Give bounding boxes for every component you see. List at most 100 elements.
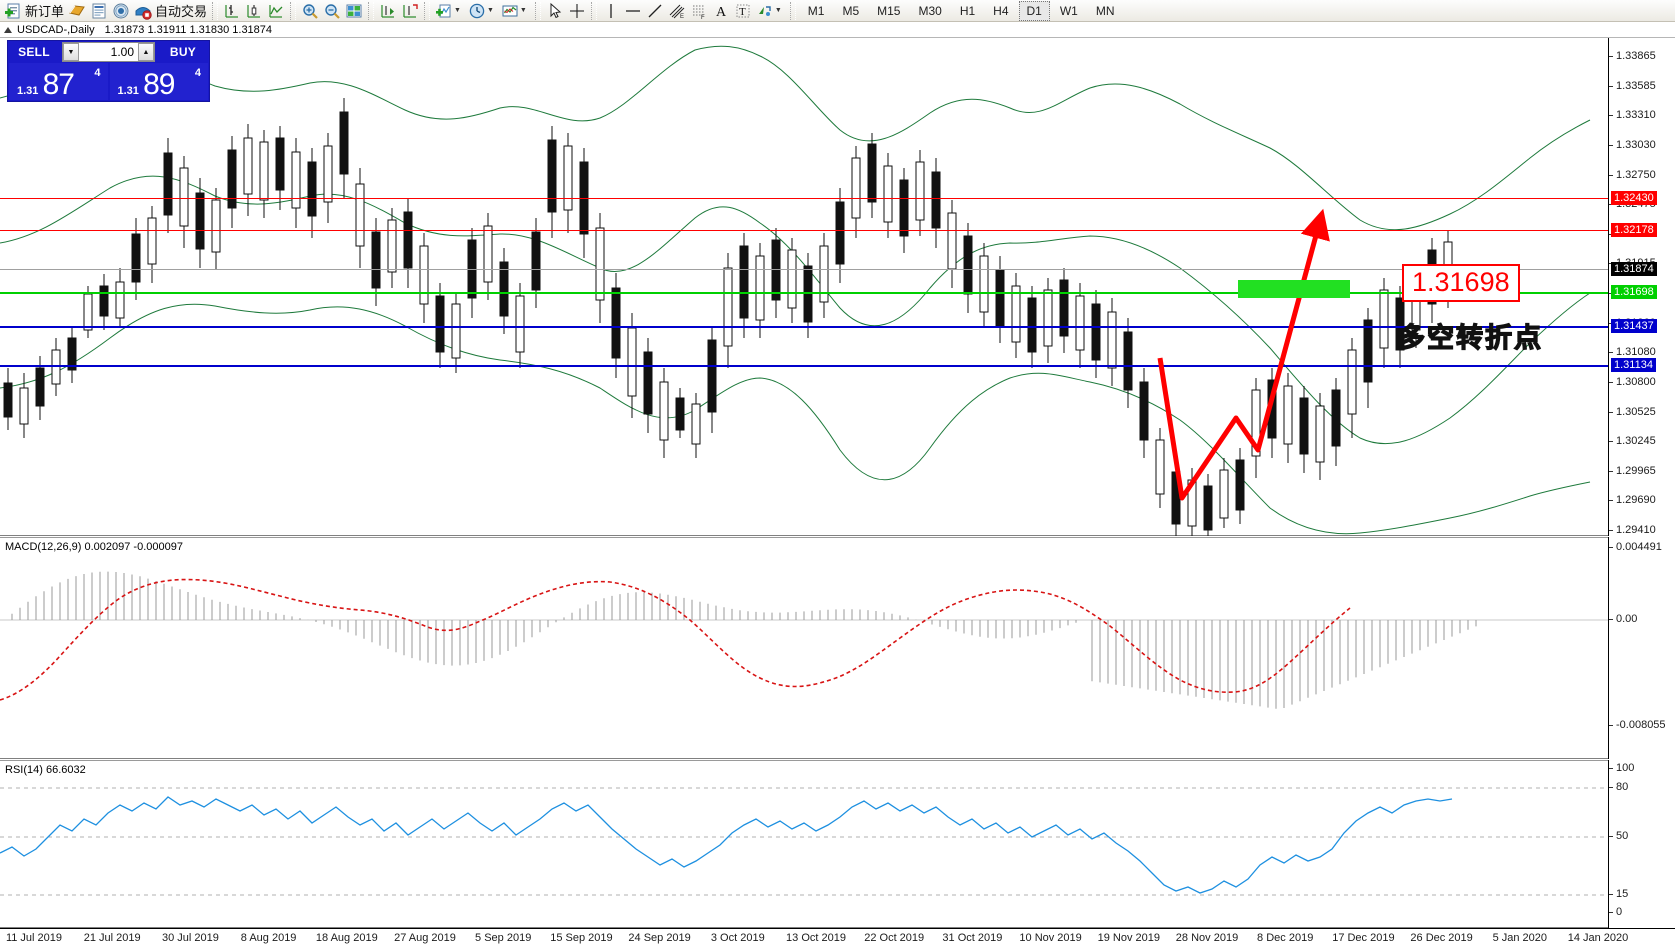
templates-button[interactable]: ▼ bbox=[499, 1, 532, 21]
zoom-out-button[interactable] bbox=[321, 1, 343, 21]
sell-label[interactable]: SELL bbox=[18, 45, 50, 59]
volume-decrease-icon[interactable]: ▼ bbox=[63, 43, 79, 61]
bar-chart-button[interactable] bbox=[221, 1, 243, 21]
rsi-axis-tick-label: 80 bbox=[1616, 781, 1629, 793]
auto-scroll-icon bbox=[381, 4, 395, 18]
time-axis-label: 18 Aug 2019 bbox=[315, 932, 378, 944]
arrows-tool-button[interactable]: ▼ bbox=[754, 1, 787, 21]
line-chart-button[interactable] bbox=[265, 1, 287, 21]
chart-ohlc-values: 1.31873 1.31911 1.31830 1.31874 bbox=[104, 23, 273, 36]
periods-button[interactable]: ▼ bbox=[466, 1, 499, 21]
timeframe-button-m5[interactable]: M5 bbox=[842, 3, 860, 18]
chevron-down-icon[interactable]: ▼ bbox=[454, 7, 461, 14]
timeframe-button-mn[interactable]: MN bbox=[1095, 3, 1115, 18]
time-axis-label: 8 Aug 2019 bbox=[240, 932, 297, 944]
price-axis-tick-label: 1.30245 bbox=[1616, 435, 1656, 448]
vertical-line-tool-button[interactable] bbox=[600, 1, 622, 21]
sell-price-button[interactable]: 1.31 87 4 bbox=[9, 63, 108, 100]
time-axis-label: 21 Jul 2019 bbox=[83, 932, 141, 944]
price-axis[interactable]: 1.33865 1.33585 1.33310 1.33030 1.32750 1.324… bbox=[1608, 38, 1675, 536]
crosshair-tool-button[interactable] bbox=[566, 1, 588, 21]
price-axis-badge-resistance-line[interactable]: 1.32430 bbox=[1611, 191, 1657, 205]
candlestick-chart-button[interactable] bbox=[243, 1, 265, 21]
time-axis-label: 17 Dec 2019 bbox=[1332, 932, 1395, 944]
market-watch-button[interactable] bbox=[88, 1, 110, 21]
new-order-button[interactable]: 新订单 bbox=[2, 1, 66, 21]
chevron-down-icon[interactable]: ▼ bbox=[519, 7, 527, 14]
sell-price-fraction: 4 bbox=[94, 67, 101, 79]
toolbar-separator bbox=[590, 1, 597, 20]
time-axis-label: 28 Nov 2019 bbox=[1175, 932, 1239, 944]
collapse-triangle-icon[interactable] bbox=[4, 26, 12, 33]
cursor-icon bbox=[550, 2, 562, 18]
timeframe-button-m15[interactable]: M15 bbox=[877, 3, 901, 18]
price-chart-svg bbox=[0, 45, 1591, 536]
time-axis[interactable]: 11 Jul 2019 21 Jul 2019 30 Jul 2019 8 Aug 2… bbox=[0, 928, 1675, 946]
time-axis-label: 14 Jan 2020 bbox=[1567, 932, 1629, 944]
price-axis-badge-resistance-line[interactable]: 1.32178 bbox=[1611, 223, 1657, 237]
price-axis-badge-support-line[interactable]: 1.31437 bbox=[1611, 319, 1657, 333]
rsi-axis-tick-label: 100 bbox=[1616, 762, 1635, 774]
macd-signal-line bbox=[0, 578, 1351, 701]
indicators-button[interactable]: ▼ bbox=[433, 1, 466, 21]
price-axis-tick-label: 1.33865 bbox=[1616, 50, 1656, 62]
main-toolbar: 新订单 bbox=[0, 0, 1675, 22]
timeframe-button-h1[interactable]: H1 bbox=[959, 3, 976, 18]
time-axis-label: 26 Dec 2019 bbox=[1410, 932, 1473, 944]
timeframe-button-d1[interactable]: D1 bbox=[1018, 0, 1050, 21]
time-axis-label: 8 Dec 2019 bbox=[1257, 932, 1314, 944]
text-label-tool-button[interactable]: T bbox=[732, 1, 754, 21]
chart-shift-button[interactable] bbox=[399, 1, 421, 21]
auto-scroll-button[interactable] bbox=[377, 1, 399, 21]
indicators-icon bbox=[436, 4, 451, 17]
trendline-tool-button[interactable] bbox=[644, 1, 666, 21]
sell-price-big: 87 bbox=[42, 68, 75, 101]
one-click-price-row: 1.31 87 4 1.31 89 4 bbox=[8, 63, 209, 101]
price-axis-badge-support-line[interactable]: 1.31134 bbox=[1611, 358, 1656, 372]
buy-price-button[interactable]: 1.31 89 4 bbox=[109, 63, 208, 100]
toolbar-separator bbox=[534, 1, 541, 20]
price-axis-tick bbox=[1609, 411, 1613, 413]
price-axis-tick bbox=[1609, 500, 1613, 502]
cursor-tool-button[interactable] bbox=[544, 1, 566, 21]
timeframe-button-w1[interactable]: W1 bbox=[1059, 3, 1078, 18]
rsi-axis-tick bbox=[1609, 894, 1613, 895]
periods-icon bbox=[469, 3, 485, 18]
navigator-button[interactable] bbox=[110, 1, 132, 21]
price-axis-tick bbox=[1609, 174, 1613, 176]
rsi-pane[interactable]: RSI(14) 66.6032 bbox=[0, 760, 1675, 928]
new-order-label: 新订单 bbox=[25, 4, 65, 19]
chevron-down-icon[interactable]: ▼ bbox=[774, 7, 782, 14]
volume-stepper[interactable]: ▼ 1.00 ▲ bbox=[62, 42, 155, 62]
toolbar-separator bbox=[789, 1, 796, 20]
macd-pane[interactable]: MACD(12,26,9) 0.002097 -0.000097 bbox=[0, 537, 1675, 759]
timeframe-button-m30[interactable]: M30 bbox=[918, 3, 942, 18]
price-axis-badge-last-price[interactable]: 1.31874 bbox=[1611, 262, 1657, 276]
tile-windows-button[interactable] bbox=[343, 1, 365, 21]
rsi-axis-tick-label: 50 bbox=[1616, 830, 1629, 842]
price-callout-box: 1.31698 bbox=[1402, 264, 1520, 302]
rsi-axis[interactable]: 100 80 50 15 0 bbox=[1608, 760, 1675, 928]
volume-increase-icon[interactable]: ▲ bbox=[138, 43, 154, 61]
rsi-axis-tick-label: 15 bbox=[1616, 888, 1629, 900]
text-tool-button[interactable]: A bbox=[710, 1, 732, 21]
price-axis-tick-label: 1.32750 bbox=[1616, 168, 1656, 181]
buy-price-fraction: 4 bbox=[194, 67, 201, 79]
crosshair-icon bbox=[569, 3, 584, 18]
timeframe-button-m1[interactable]: M1 bbox=[807, 3, 825, 18]
volume-value[interactable]: 1.00 bbox=[110, 45, 134, 59]
time-axis-label: 31 Oct 2019 bbox=[942, 932, 1003, 944]
profiles-button[interactable] bbox=[66, 1, 88, 21]
horizontal-line-tool-button[interactable] bbox=[622, 1, 644, 21]
autotrading-button[interactable]: 自动交易 bbox=[132, 1, 209, 21]
equidistant-channel-tool-button[interactable]: E bbox=[666, 1, 688, 21]
chevron-down-icon[interactable]: ▼ bbox=[486, 7, 494, 14]
fibonacci-retracement-tool-button[interactable]: F bbox=[688, 1, 710, 21]
rsi-axis-tick bbox=[1609, 836, 1613, 837]
price-axis-badge-support-line[interactable]: 1.31698 bbox=[1611, 285, 1657, 299]
zoom-in-button[interactable] bbox=[299, 1, 321, 21]
timeframe-button-h4[interactable]: H4 bbox=[993, 3, 1009, 18]
trendline-icon bbox=[648, 4, 662, 17]
macd-axis[interactable]: 0.004491 0.00 -0.008055 bbox=[1608, 537, 1675, 759]
buy-label[interactable]: BUY bbox=[169, 45, 197, 59]
